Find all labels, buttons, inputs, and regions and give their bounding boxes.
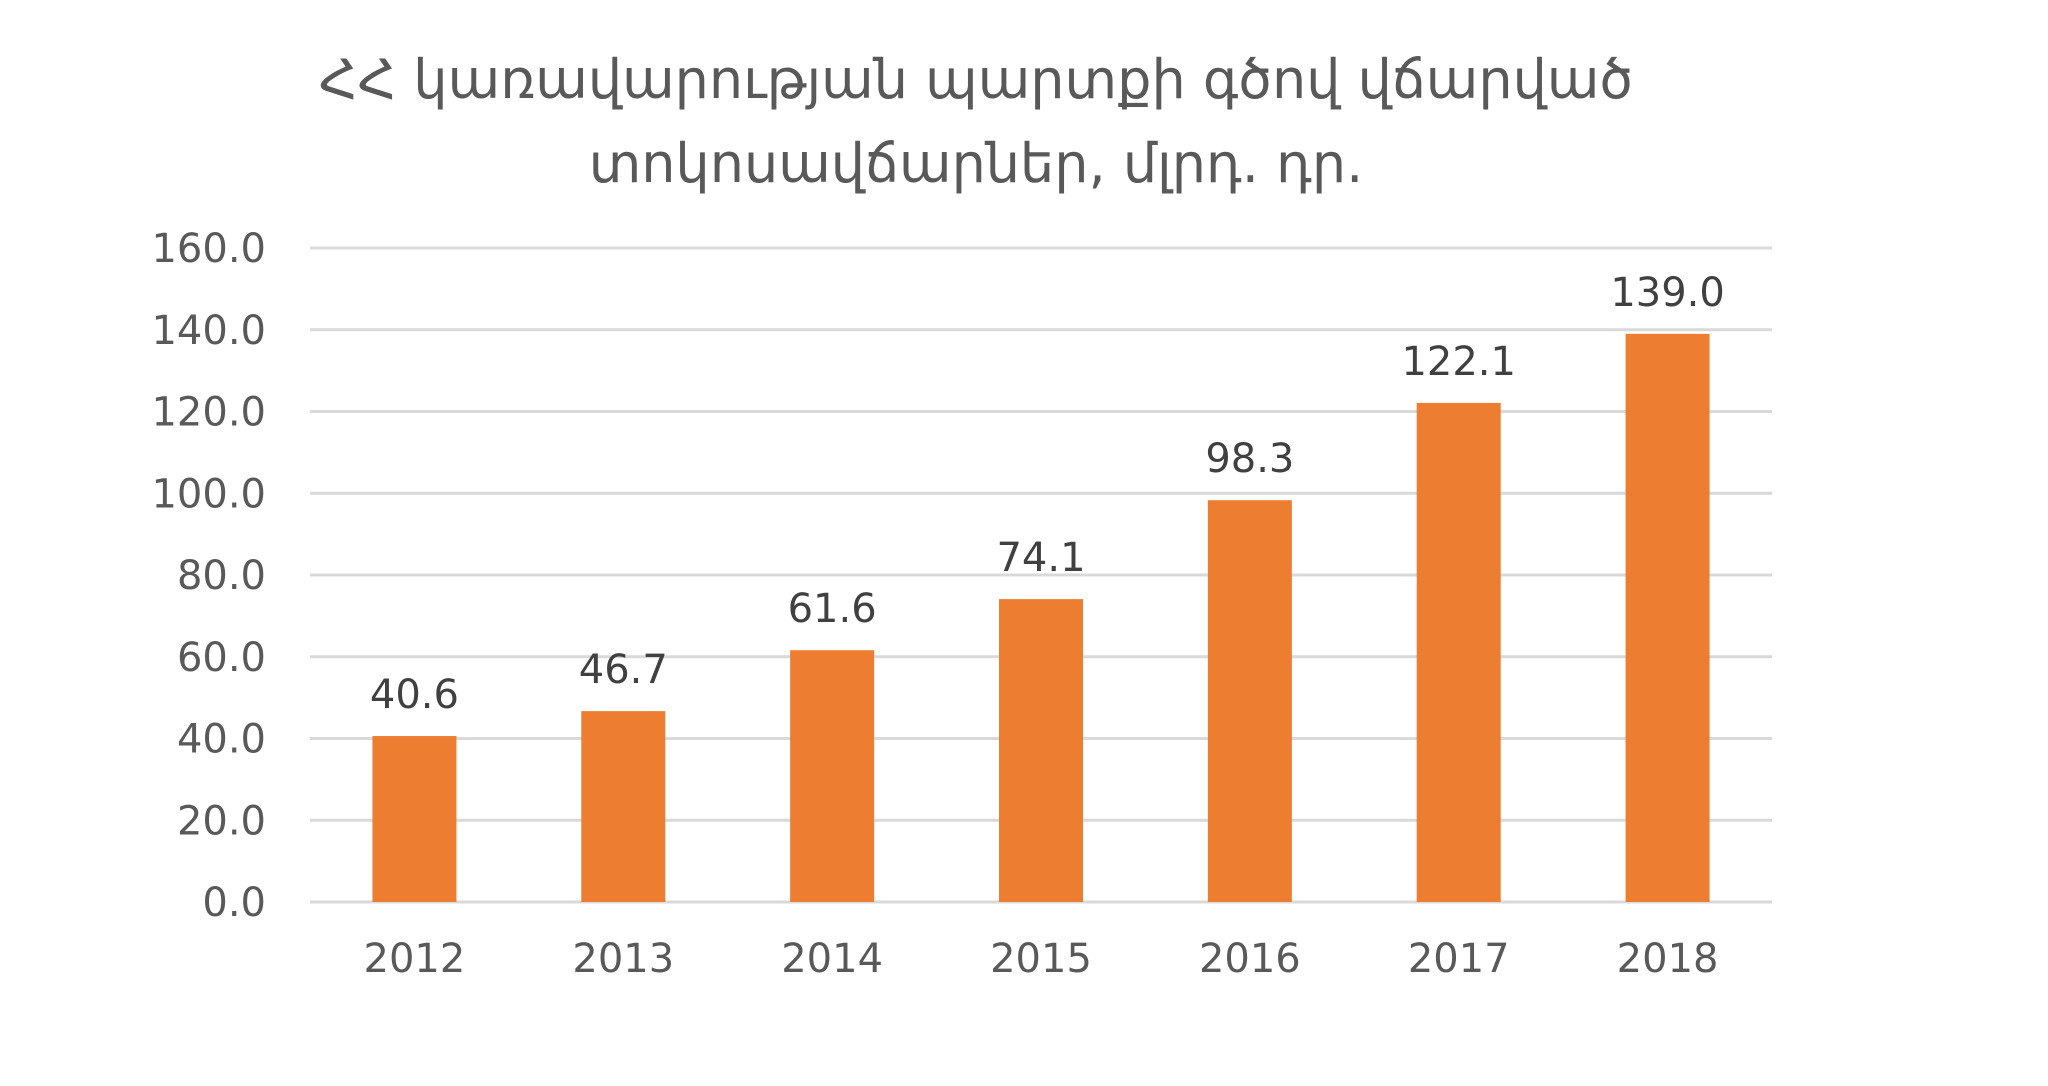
bar-2013 (581, 711, 666, 902)
bar-2016 (1207, 500, 1292, 902)
y-tick-label: 0.0 (202, 880, 266, 926)
y-tick-label: 120.0 (151, 390, 266, 436)
bar-2017 (1416, 402, 1501, 902)
data-label-2015: 74.1 (996, 535, 1085, 581)
x-tick-label-2016: 2016 (1199, 936, 1301, 982)
data-label-2018: 139.0 (1610, 270, 1725, 316)
bars (372, 333, 1710, 902)
y-tick-label: 140.0 (151, 308, 266, 354)
x-tick-label-2017: 2017 (1408, 936, 1510, 982)
y-tick-label: 100.0 (151, 471, 266, 517)
chart-title: ՀՀ կառավարության պարտքի գծով վճարված տոկ… (319, 48, 1633, 195)
bar-2012 (372, 736, 457, 902)
data-label-2014: 61.6 (788, 586, 877, 632)
x-tick-label-2018: 2018 (1617, 936, 1719, 982)
bar-2014 (790, 650, 875, 902)
x-axis-tick-labels: 2012 2013 2014 2015 2016 2017 2018 (364, 936, 1719, 982)
y-axis-tick-labels: 0.0 20.0 40.0 60.0 80.0 100.0 120.0 140.0 160.0 (151, 226, 266, 926)
gridlines (310, 246, 1772, 904)
data-label-2017: 122.1 (1401, 339, 1516, 385)
chart-title-line-1: ՀՀ կառավարության պարտքի գծով վճարված (319, 48, 1633, 111)
y-tick-label: 40.0 (177, 717, 266, 763)
data-label-2013: 46.7 (579, 647, 668, 693)
x-tick-label-2014: 2014 (781, 936, 883, 982)
x-tick-label-2015: 2015 (990, 936, 1092, 982)
y-tick-label: 20.0 (177, 798, 266, 844)
y-tick-label: 60.0 (177, 635, 266, 681)
x-tick-label-2012: 2012 (364, 936, 466, 982)
y-tick-label: 80.0 (177, 553, 266, 599)
data-labels: 40.6 46.7 61.6 74.1 98.3 122.1 139.0 (370, 270, 1725, 718)
bar-2018 (1625, 333, 1710, 902)
data-label-2012: 40.6 (370, 672, 459, 718)
x-tick-label-2013: 2013 (572, 936, 674, 982)
chart-title-line-2: տոկոսավճարներ, մլրդ. դր. (589, 132, 1364, 195)
y-tick-label: 160.0 (151, 226, 266, 272)
data-label-2016: 98.3 (1205, 436, 1294, 482)
bar-2015 (999, 599, 1083, 902)
